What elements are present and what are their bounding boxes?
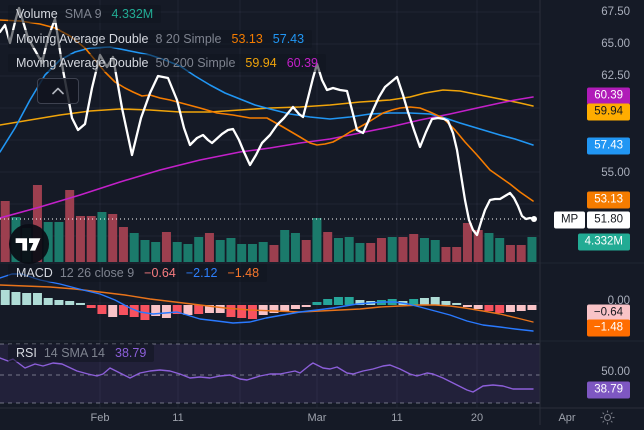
tradingview-logo-watermark[interactable] [8, 223, 50, 265]
badge-value: 4.332M [577, 233, 630, 251]
badge-value: 59.94 [587, 103, 630, 121]
macd-line-value: −2.12 [185, 266, 218, 280]
price-badge-51.80[interactable]: MP 51.80 [553, 211, 630, 229]
legend-ma-double-50-200[interactable]: Moving Average Double 50 200 Simple 59.9… [8, 54, 326, 72]
macd-hist-value: −0.64 [144, 266, 176, 280]
macd-params: 12 26 close 9 [59, 266, 135, 280]
time-tick-Feb: Feb [90, 412, 110, 424]
ma8-value: 53.13 [231, 32, 263, 46]
time-tick-Apr: Apr [558, 412, 576, 424]
price-tick-55.00: 55.00 [601, 167, 630, 179]
badge-value: 38.79 [587, 381, 630, 399]
badge-value: 51.80 [587, 211, 630, 229]
time-tick-11: 11 [391, 412, 403, 424]
price-tick-67.50: 67.50 [601, 6, 630, 18]
macd-histogram [0, 290, 537, 320]
mp-tag: MP [553, 211, 586, 229]
volume-value: 4.332M [111, 7, 154, 21]
badge-value: 57.43 [587, 137, 630, 155]
price-badge-60.39[interactable]: 60.39 [587, 87, 630, 105]
sma50-line [0, 89, 534, 126]
legend-volume[interactable]: Volume SMA 9 4.332M [8, 5, 162, 23]
price-tick-62.50: 62.50 [601, 70, 630, 82]
ma200-value: 60.39 [286, 56, 318, 70]
rsi-value: 38.79 [115, 346, 147, 360]
volume-bars [0, 185, 537, 262]
legend-rsi[interactable]: RSI 14 SMA 14 38.79 [8, 344, 155, 362]
price-tick-50.00: 50.00 [601, 366, 630, 378]
macd-title: MACD [16, 266, 53, 280]
price-badge-38.79[interactable]: 38.79 [587, 381, 630, 399]
ma1-title: Moving Average Double [16, 32, 149, 46]
sma8-line [0, 19, 534, 202]
rsi-params: 14 SMA 14 [43, 346, 105, 360]
macd-line [0, 273, 534, 332]
time-tick-11: 11 [172, 412, 184, 424]
ma2-params: 50 200 Simple [155, 56, 236, 70]
badge-value: −0.64 [586, 304, 630, 322]
price-badge-57.43[interactable]: 57.43 [587, 137, 630, 155]
legend-ma-double-8-20[interactable]: Moving Average Double 8 20 Simple 53.13 … [8, 30, 313, 48]
collapse-indicators-button[interactable] [37, 78, 79, 104]
price-tick-65.00: 65.00 [601, 38, 630, 50]
price-badge-−0.64[interactable]: −0.64 [586, 304, 630, 322]
chevron-up-icon [52, 82, 64, 100]
rsi-line [0, 357, 534, 393]
last-price-dot [531, 216, 537, 222]
macd-signal-value: −1.48 [227, 266, 260, 280]
volume-title: Volume [16, 7, 58, 21]
price-badge-4.332M[interactable]: 4.332M [577, 233, 630, 251]
ma20-value: 57.43 [272, 32, 305, 46]
sma200-line [0, 96, 534, 219]
ma2-title: Moving Average Double [16, 56, 149, 70]
time-tick-20: 20 [470, 412, 484, 424]
volume-params: SMA 9 [64, 7, 102, 21]
badge-value: 53.13 [587, 191, 630, 209]
badge-value: 60.39 [587, 87, 630, 105]
price-badge-59.94[interactable]: 59.94 [587, 103, 630, 121]
ma1-params: 8 20 Simple [155, 32, 222, 46]
ma50-value: 59.94 [245, 56, 277, 70]
price-badge-−1.48[interactable]: −1.48 [586, 319, 630, 337]
sun-icon[interactable] [600, 410, 615, 425]
rsi-title: RSI [16, 346, 37, 360]
badge-value: −1.48 [586, 319, 630, 337]
price-tick-0.00: 0.00 [607, 295, 630, 307]
price-badge-53.13[interactable]: 53.13 [587, 191, 630, 209]
time-tick-Mar: Mar [307, 412, 327, 424]
legend-macd[interactable]: MACD 12 26 close 9 −0.64 −2.12 −1.48 [8, 264, 268, 282]
